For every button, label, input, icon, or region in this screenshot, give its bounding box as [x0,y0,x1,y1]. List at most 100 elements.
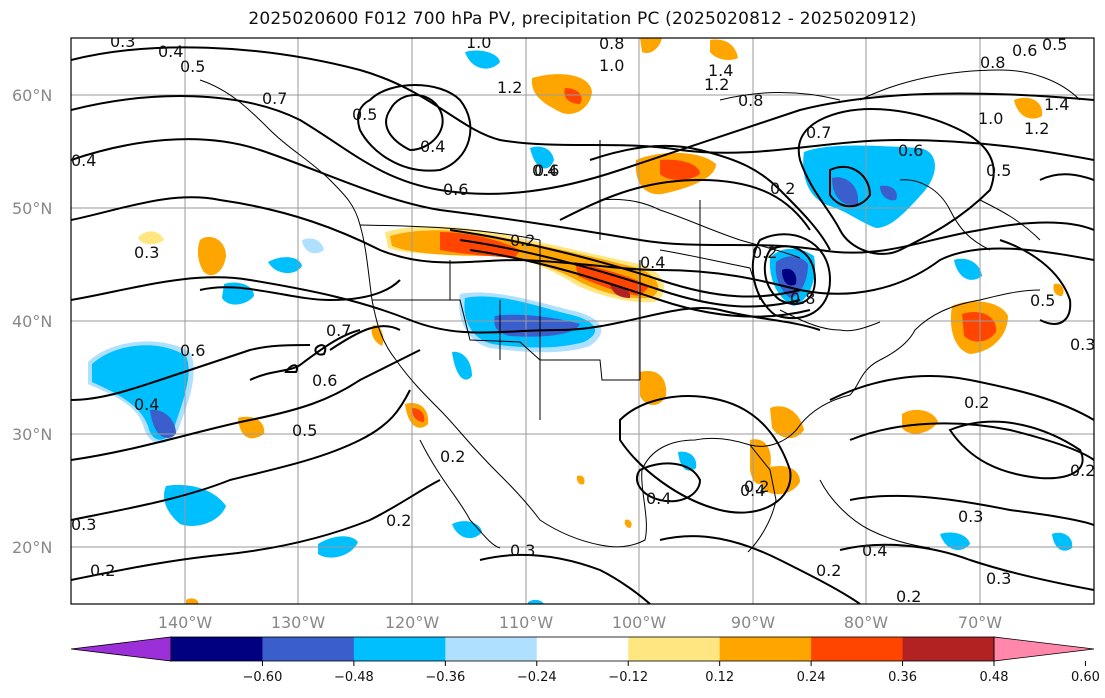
colorbar-swatch [628,637,721,661]
contour-label: 0.4 [646,489,671,508]
contour-label: 0.5 [1030,291,1055,310]
contour-label: 0.3 [71,515,96,534]
contour-label: 1.2 [1024,119,1049,138]
contour-label: 0.2 [752,243,777,262]
contour-label: 0.8 [599,34,624,53]
contour-label: 0.5 [292,421,317,440]
contour-label: 0.3 [134,243,159,262]
colorbar-swatch [171,637,263,661]
contour-label: 0.7 [326,321,351,340]
colorbar-swatch [536,637,629,661]
contour-label: 1.0 [978,109,1003,128]
contour-label: 0.4 [862,541,887,560]
colorbar: −0.60 −0.48 −0.36 −0.24 −0.12 0.12 0.24 0.36 0.4… [70,636,1100,685]
contour-label: 0.4 [134,395,159,414]
lon-tick-label: 100°W [612,613,667,632]
contour-label: 0.3 [110,32,135,51]
contour-label: 0.3 [958,507,983,526]
contour-label: 0.6 [443,180,468,199]
lon-tick-label: 120°W [385,613,440,632]
contour-label: 0.4 [158,42,183,61]
contour-label: 0.4 [420,137,445,156]
contour-label: 0.3 [510,541,535,560]
map-panel: 0.3 0.4 0.5 0.7 0.5 0.4 1.0 1.2 0.8 1.0 … [71,32,1095,606]
contour-label: 0.6 [898,141,923,160]
colorbar-tick-label: −0.36 [425,670,465,685]
contour-labels: 0.3 0.4 0.5 0.7 0.5 0.4 1.0 1.2 0.8 1.0 … [71,32,1095,606]
contour-label: 0.2 [510,231,535,250]
contour-label: 0.6 [1012,41,1037,60]
contour-label: 0.5 [986,161,1011,180]
contour-label: 0.2 [770,179,795,198]
lon-tick-label: 130°W [271,613,326,632]
colorbar-extend-low [70,636,172,662]
colorbar-tick-label: −0.48 [334,670,374,685]
colorbar-tick-label: 0.12 [705,670,734,685]
colorbar-swatch [353,637,446,661]
colorbar-swatch [902,637,995,661]
contour-label: 0.6 [180,341,205,360]
contour-label: 0.8 [980,53,1005,72]
colorbar-extend-high [993,636,1095,662]
contour-label: 1.4 [1044,95,1069,114]
contour-label: 1.2 [497,78,522,97]
contour-label: 0.5 [352,105,377,124]
lat-tick-label: 20°N [12,538,52,557]
contour-label: 0.7 [806,123,831,142]
precip-negative-shading [88,50,1073,604]
contour-label: 0.4 [71,151,96,170]
lon-axis: 140°W 130°W 120°W 110°W 100°W 90°W 80°W … [158,613,1002,632]
colorbar-swatch [719,637,812,661]
contour-label: 0.6 [312,371,337,390]
contour-label: 0.7 [262,89,287,108]
contour-label: 0.4 [532,161,557,180]
pv-contours [71,46,1094,604]
contour-label: 0.2 [1070,461,1095,480]
contour-label: 0.3 [1070,335,1095,354]
contour-label: 0.2 [440,447,465,466]
contour-label: 0.5 [180,57,205,76]
colorbar-tick-label: 0.48 [980,670,1009,685]
colorbar-tick-label: −0.60 [243,670,283,685]
colorbar-tick-label: 0.24 [797,670,826,685]
lat-tick-label: 40°N [12,312,52,331]
contour-label: 0.4 [740,481,765,500]
colorbar-tick-label: −0.24 [517,670,557,685]
lat-tick-label: 60°N [12,86,52,105]
contour-label: 0.8 [790,289,815,308]
colorbar-frame [170,636,995,662]
contour-label: 1.4 [708,61,733,80]
chart-title: 2025020600 F012 700 hPa PV, precipitatio… [248,9,917,29]
lon-tick-label: 90°W [731,613,775,632]
colorbar-swatch [262,637,355,661]
contour-label: 0.2 [896,587,921,606]
contour-label: 1.0 [466,33,491,52]
lat-axis: 60°N 50°N 40°N 30°N 20°N [12,86,52,557]
contour-label: 0.2 [90,561,115,580]
lon-tick-label: 70°W [958,613,1002,632]
lon-tick-label: 80°W [844,613,888,632]
colorbar-tick-label: 0.60 [1071,670,1100,685]
lat-tick-label: 50°N [12,199,52,218]
contour-label: 0.3 [986,569,1011,588]
colorbar-tick-label: 0.36 [888,670,917,685]
contour-label: 0.6 [534,161,559,180]
contour-label: 0.2 [964,393,989,412]
contour-label: 0.5 [1042,35,1067,54]
contour-label: 0.2 [816,561,841,580]
contour-label: 1.2 [704,75,729,94]
lon-tick-label: 140°W [158,613,213,632]
contour-label: 0.4 [640,253,665,272]
lon-tick-label: 110°W [499,613,554,632]
contour-label: 0.2 [744,477,769,496]
colorbar-swatch [811,637,904,661]
lat-tick-label: 30°N [12,425,52,444]
coastlines [199,69,1081,553]
contour-label: 0.8 [738,91,763,110]
colorbar-swatch [445,637,538,661]
map-frame [70,37,1095,605]
contour-label: 1.0 [599,56,624,75]
contour-label: 0.2 [386,511,411,530]
colorbar-tick-label: −0.12 [608,670,648,685]
